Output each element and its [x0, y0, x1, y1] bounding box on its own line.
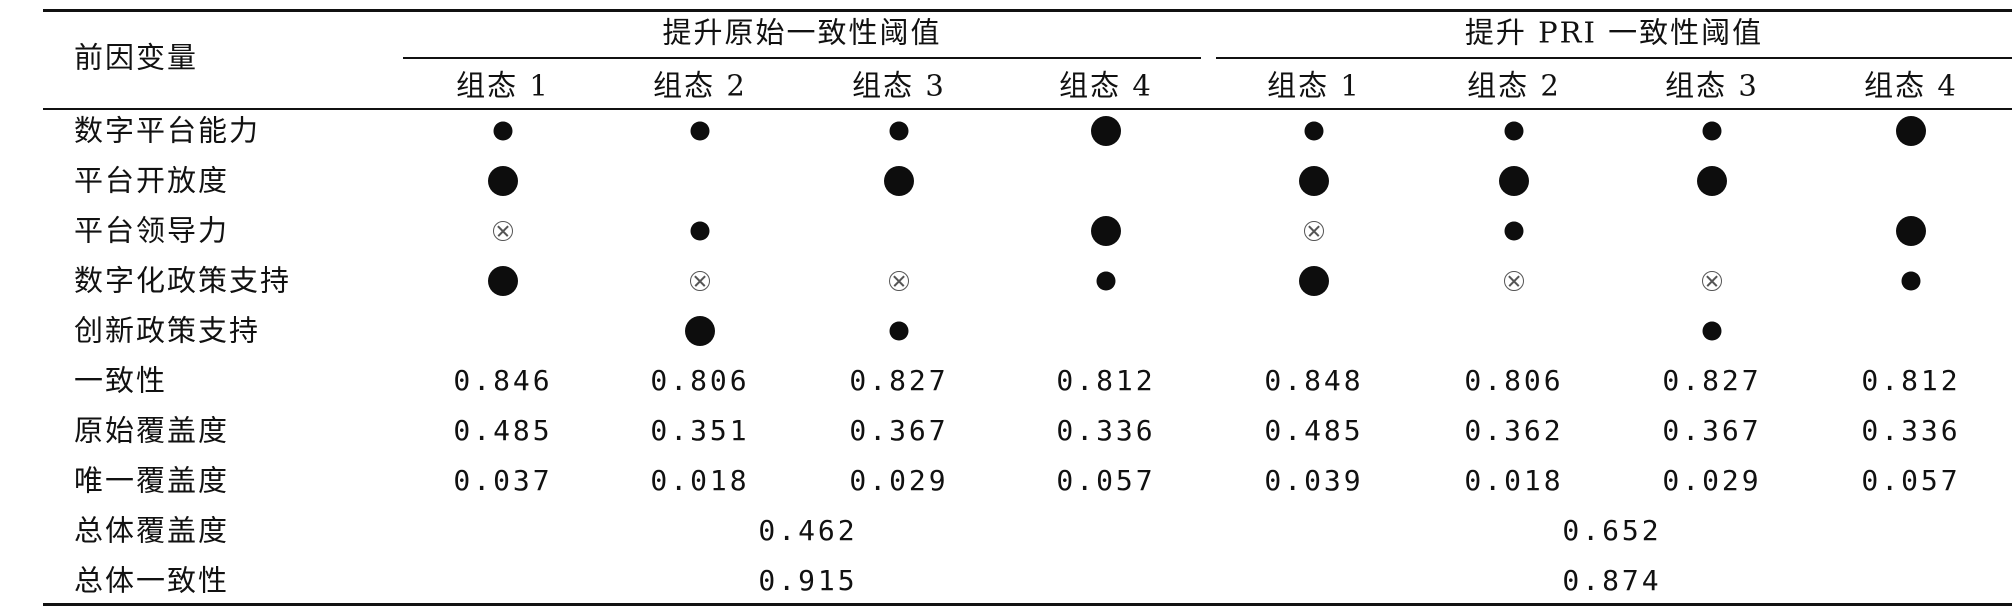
core-present-dot: [1499, 166, 1529, 196]
corner-label: 前因变量: [74, 40, 199, 75]
core-present-dot: [884, 166, 914, 196]
column-header: 组态 4: [1864, 68, 1958, 103]
metric-value: 0.037: [453, 464, 553, 497]
core-present-dot: [1299, 166, 1329, 196]
row-label: 数字平台能力: [74, 113, 261, 148]
group-underline-raw: [403, 57, 1201, 59]
peripheral-present-dot: [1096, 271, 1116, 291]
metric-value: 0.806: [650, 364, 750, 397]
header-rule: [43, 108, 2012, 110]
peripheral-present-dot: [1504, 121, 1524, 141]
metric-value: 0.057: [1056, 464, 1156, 497]
metric-value: 0.029: [1662, 464, 1762, 497]
core-present-dot: [488, 266, 518, 296]
metric-value: 0.812: [1861, 364, 1961, 397]
row-label: 原始覆盖度: [74, 413, 230, 448]
column-header: 组态 2: [653, 68, 747, 103]
metric-value: 0.057: [1861, 464, 1961, 497]
column-header: 组态 1: [456, 68, 550, 103]
core-present-dot: [488, 166, 518, 196]
metric-value: 0.485: [453, 414, 553, 447]
row-label: 平台领导力: [74, 213, 230, 248]
overall-value: 0.874: [1562, 564, 1662, 597]
metric-value: 0.367: [1662, 414, 1762, 447]
column-header: 组态 3: [852, 68, 946, 103]
metric-value: 0.827: [849, 364, 949, 397]
metric-value: 0.336: [1861, 414, 1961, 447]
metric-value: 0.848: [1264, 364, 1364, 397]
absent-circled-cross-icon: [889, 271, 909, 291]
peripheral-present-dot: [1702, 121, 1722, 141]
absent-circled-cross-icon: [1504, 271, 1524, 291]
overall-value: 0.915: [758, 564, 858, 597]
top-rule: [43, 9, 2012, 12]
absent-circled-cross-icon: [690, 271, 710, 291]
row-label: 总体一致性: [74, 563, 230, 598]
group-header-raw: 提升原始一致性阈值: [662, 15, 942, 50]
core-present-dot: [1299, 266, 1329, 296]
metric-value: 0.362: [1464, 414, 1564, 447]
absent-circled-cross-icon: [493, 221, 513, 241]
column-header: 组态 2: [1467, 68, 1561, 103]
metric-value: 0.806: [1464, 364, 1564, 397]
metric-value: 0.846: [453, 364, 553, 397]
peripheral-present-dot: [493, 121, 513, 141]
group-header-pri: 提升 PRI 一致性阈值: [1464, 15, 1764, 50]
peripheral-present-dot: [690, 121, 710, 141]
bottom-rule: [43, 603, 2012, 606]
peripheral-present-dot: [1702, 321, 1722, 341]
column-header: 组态 3: [1665, 68, 1759, 103]
absent-circled-cross-icon: [1702, 271, 1722, 291]
core-present-dot: [1091, 116, 1121, 146]
peripheral-present-dot: [1901, 271, 1921, 291]
metric-value: 0.485: [1264, 414, 1364, 447]
overall-value: 0.652: [1562, 514, 1662, 547]
peripheral-present-dot: [1304, 121, 1324, 141]
overall-value: 0.462: [758, 514, 858, 547]
peripheral-present-dot: [889, 321, 909, 341]
row-label: 创新政策支持: [74, 313, 261, 348]
column-header: 组态 4: [1059, 68, 1153, 103]
metric-value: 0.812: [1056, 364, 1156, 397]
row-label: 数字化政策支持: [74, 263, 292, 298]
peripheral-present-dot: [1504, 221, 1524, 241]
metric-value: 0.367: [849, 414, 949, 447]
metric-value: 0.336: [1056, 414, 1156, 447]
core-present-dot: [685, 316, 715, 346]
absent-circled-cross-icon: [1304, 221, 1324, 241]
row-label: 一致性: [74, 363, 168, 398]
row-label: 唯一覆盖度: [74, 463, 230, 498]
metric-value: 0.351: [650, 414, 750, 447]
core-present-dot: [1896, 216, 1926, 246]
core-present-dot: [1697, 166, 1727, 196]
metric-value: 0.018: [650, 464, 750, 497]
core-present-dot: [1896, 116, 1926, 146]
core-present-dot: [1091, 216, 1121, 246]
peripheral-present-dot: [889, 121, 909, 141]
metric-value: 0.029: [849, 464, 949, 497]
column-header: 组态 1: [1267, 68, 1361, 103]
metric-value: 0.018: [1464, 464, 1564, 497]
peripheral-present-dot: [690, 221, 710, 241]
row-label: 总体覆盖度: [74, 513, 230, 548]
group-underline-pri: [1216, 57, 2012, 59]
metric-value: 0.827: [1662, 364, 1762, 397]
metric-value: 0.039: [1264, 464, 1364, 497]
row-label: 平台开放度: [74, 163, 230, 198]
